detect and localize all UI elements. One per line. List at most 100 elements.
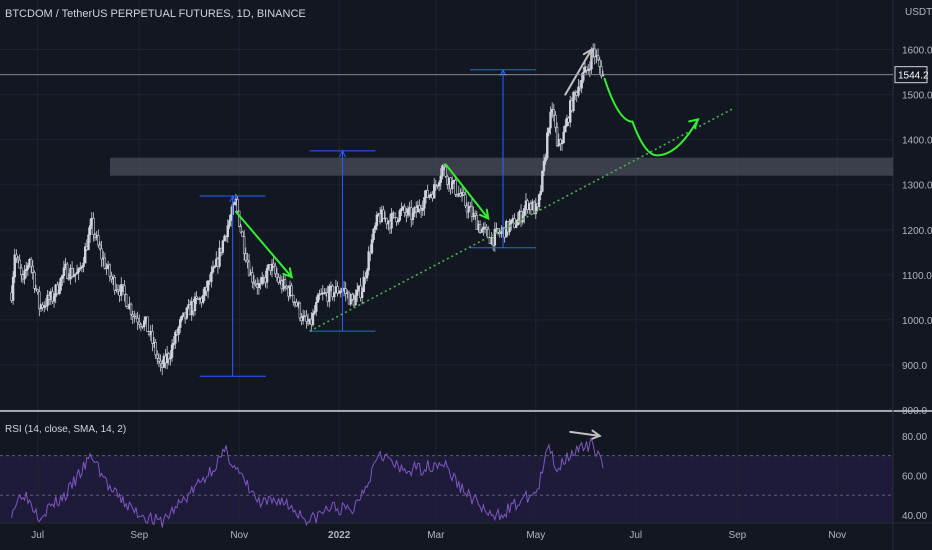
candle-body: [337, 292, 341, 294]
time-tick-label: Jul: [31, 530, 44, 541]
candle-body: [315, 302, 318, 312]
candle-body: [362, 276, 365, 293]
candle-body: [62, 267, 66, 276]
time-tick-label: May: [526, 530, 545, 541]
candle-body: [254, 282, 257, 285]
candle-body: [433, 184, 436, 199]
candle-body: [534, 203, 538, 215]
candle-body: [305, 315, 308, 322]
candle-body: [129, 303, 133, 315]
candle-body: [174, 331, 177, 344]
candle-body: [229, 214, 233, 221]
candle-body: [75, 271, 79, 275]
candle-body: [475, 215, 479, 230]
candle-body: [195, 296, 198, 299]
candle-body: [462, 192, 465, 196]
candle-body: [370, 239, 374, 254]
rsi-band: [0, 455, 893, 522]
candle-body: [480, 229, 483, 233]
candle-body: [596, 55, 600, 61]
candle-body: [285, 285, 288, 289]
candle-body: [88, 225, 92, 236]
candle-body: [473, 212, 477, 216]
candle-body: [444, 166, 447, 177]
candle-body: [301, 315, 305, 321]
candle-body: [598, 59, 601, 67]
candle-body: [390, 213, 393, 229]
candle-body: [136, 317, 139, 323]
rsi-band-layer: [0, 455, 893, 522]
candle-body: [185, 307, 188, 319]
candle-body: [252, 281, 256, 284]
candle-body: [562, 131, 565, 144]
price-tick-label: 800.0: [902, 406, 927, 417]
candle-body: [552, 109, 556, 116]
candle-body: [139, 324, 143, 327]
resistance-zone-layer: [110, 157, 893, 176]
candle-body: [411, 212, 415, 220]
candle-body: [124, 294, 128, 307]
time-tick-label: Nov: [828, 530, 846, 541]
candle-body: [442, 165, 446, 168]
candle-body: [131, 314, 134, 317]
candle-body: [223, 235, 226, 242]
rsi-divergence-arrow: [569, 430, 601, 437]
candle-body: [365, 270, 369, 279]
candle-body: [177, 327, 180, 335]
time-tick-label: Nov: [230, 530, 248, 541]
down-arrow-head: [479, 208, 490, 221]
rsi-title: RSI (14, close, SMA, 14, 2): [5, 424, 127, 435]
candle-body: [18, 259, 21, 269]
candle-body: [398, 210, 402, 221]
time-tick-label: Sep: [728, 530, 746, 541]
annotations-layer: [199, 47, 735, 441]
candle-body: [218, 247, 221, 267]
candle-body: [79, 267, 82, 269]
candle-body: [251, 272, 254, 283]
candle-body: [600, 66, 603, 77]
candle-body: [74, 273, 77, 276]
candle-body: [108, 264, 111, 277]
candle-body: [142, 320, 146, 328]
candle-body: [25, 268, 28, 271]
candle-body: [239, 226, 243, 233]
candle-body: [154, 342, 157, 356]
candle-body: [247, 261, 251, 276]
candle-body: [339, 290, 343, 293]
candle-body: [564, 125, 567, 133]
candle-body: [260, 277, 264, 284]
down-arrow: [444, 163, 490, 220]
candle-body: [467, 206, 470, 213]
candle-body: [113, 277, 116, 291]
peak-arrow-head: [582, 47, 593, 60]
price-tick-label: 900.0: [902, 361, 927, 372]
candle-body: [588, 68, 592, 71]
candle-body: [206, 280, 210, 292]
candle-body: [485, 226, 488, 230]
rsi-tick-label: 40.00: [902, 511, 927, 522]
candle-body: [257, 283, 261, 288]
candle-body: [80, 266, 84, 268]
candle-body: [146, 316, 149, 333]
time-tick-label: Sep: [130, 530, 148, 541]
candle-body: [441, 165, 444, 177]
candle-body: [403, 206, 406, 213]
candle-body: [537, 194, 541, 207]
candle-body: [23, 270, 26, 280]
candle-body: [15, 254, 18, 259]
projected-path-arrow: [603, 77, 700, 157]
price-tick-label: 1300.0: [902, 181, 932, 192]
measure-bracket-arrowhead: [339, 149, 346, 158]
candle-body: [236, 198, 239, 212]
candle-body: [428, 194, 431, 198]
candle-body: [580, 80, 583, 89]
candle-body: [582, 72, 585, 81]
candle-body: [105, 267, 108, 269]
candle-body: [437, 182, 441, 187]
candle-body: [587, 69, 590, 71]
candle-body: [451, 181, 454, 190]
candle-body: [319, 293, 323, 295]
last-price-label: 1544.2: [898, 71, 929, 82]
candle-body: [275, 273, 279, 278]
